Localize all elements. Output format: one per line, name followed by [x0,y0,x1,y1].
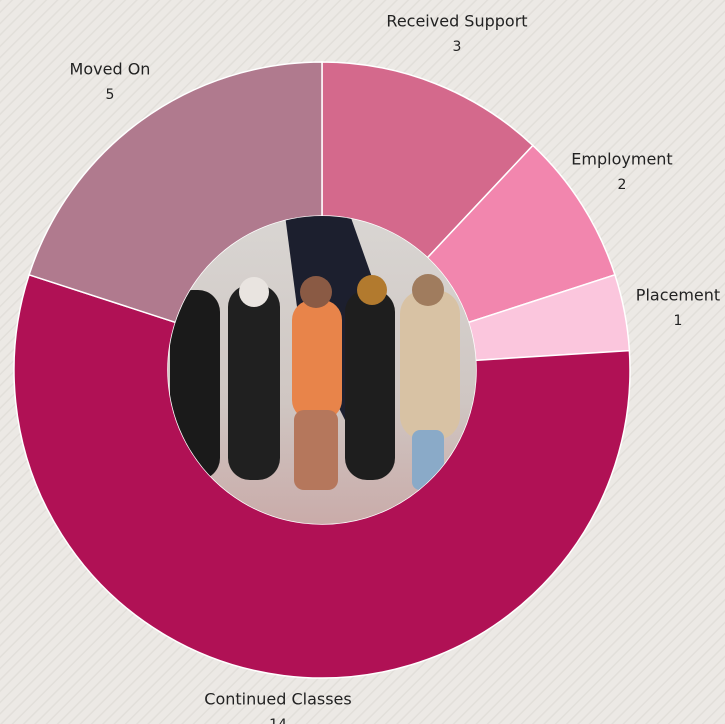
slice-label: Moved On [70,60,151,79]
slice-value: 1 [674,313,683,329]
labels: Received Support 3 Employment 2 Placement 1 Co… [70,12,721,724]
slice-label: Employment [571,150,672,169]
center-photo [168,216,476,524]
slice-label: Received Support [386,12,527,31]
slice-value: 2 [618,177,627,193]
slice-label: Continued Classes [204,690,351,709]
donut [13,61,631,679]
slice-value: 3 [453,39,462,55]
slice-value: 14 [269,717,287,724]
slice-value: 5 [106,87,115,103]
slice-label: Placement [636,286,720,305]
